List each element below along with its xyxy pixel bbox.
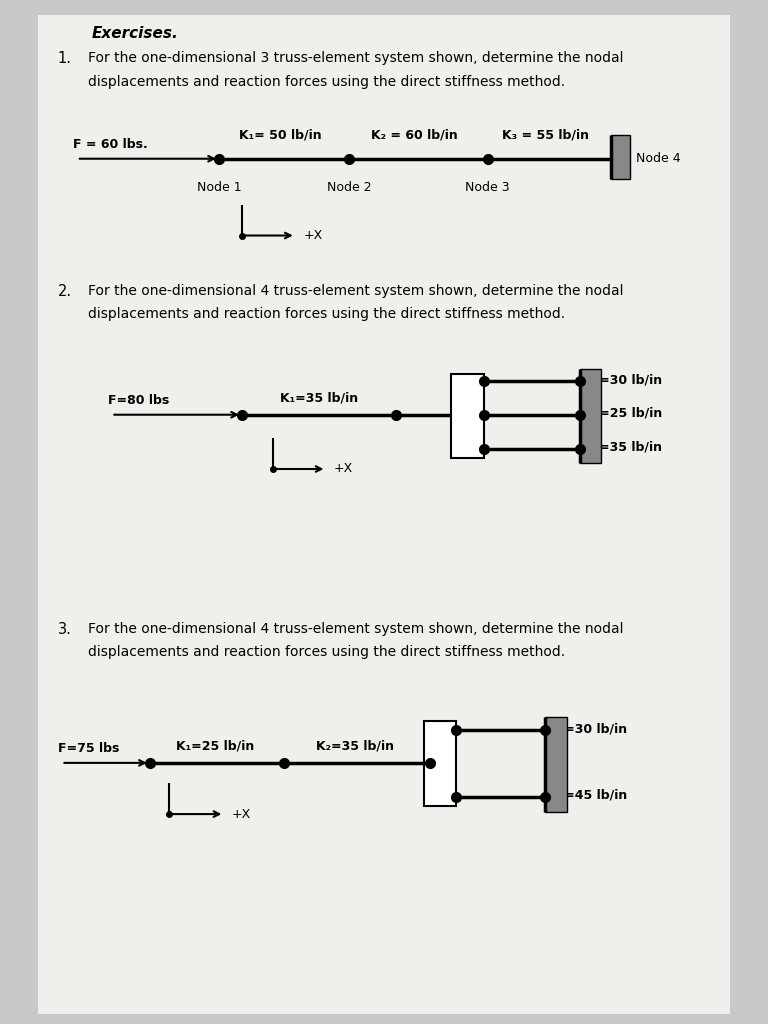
Text: +X: +X [334, 463, 353, 475]
Text: For the one-dimensional 3 truss-element system shown, determine the nodal: For the one-dimensional 3 truss-element … [88, 51, 624, 66]
Text: For the one-dimensional 4 truss-element system shown, determine the nodal: For the one-dimensional 4 truss-element … [88, 622, 624, 636]
Text: K₁=25 lb/in: K₁=25 lb/in [176, 739, 254, 753]
Bar [545, 717, 567, 812]
Bar [424, 721, 456, 806]
Text: F = 60 lbs.: F = 60 lbs. [73, 137, 147, 151]
Text: 3.: 3. [58, 622, 71, 637]
Text: Node 4: Node 4 [636, 153, 680, 165]
Text: +X: +X [303, 229, 323, 242]
Text: 1.: 1. [58, 51, 71, 67]
Text: For the one-dimensional 4 truss-element system shown, determine the nodal: For the one-dimensional 4 truss-element … [88, 284, 624, 298]
Bar [611, 135, 630, 179]
Text: +X: +X [232, 808, 251, 820]
Text: Exercises.: Exercises. [92, 26, 179, 41]
Text: Node 1: Node 1 [197, 181, 241, 195]
Text: K₃=25 lb/in: K₃=25 lb/in [584, 407, 662, 420]
Text: displacements and reaction forces using the direct stiffness method.: displacements and reaction forces using … [88, 75, 565, 89]
Text: displacements and reaction forces using the direct stiffness method.: displacements and reaction forces using … [88, 307, 565, 322]
Text: Node 2: Node 2 [327, 181, 372, 195]
Bar [580, 369, 601, 463]
Text: K₂=35 lb/in: K₂=35 lb/in [316, 739, 394, 753]
Text: F=75 lbs: F=75 lbs [58, 741, 119, 755]
Text: 2.: 2. [58, 284, 71, 299]
Bar [451, 374, 484, 458]
Text: Node 3: Node 3 [465, 181, 510, 195]
Text: K₂ = 60 lb/in: K₂ = 60 lb/in [372, 128, 458, 141]
Text: K₃=45 lb/in: K₃=45 lb/in [549, 788, 627, 802]
Text: K₂=35 lb/in: K₂=35 lb/in [584, 440, 662, 454]
Text: K₁= 50 lb/in: K₁= 50 lb/in [239, 128, 322, 141]
Text: K₃ = 55 lb/in: K₃ = 55 lb/in [502, 128, 589, 141]
Text: K₄=30 lb/in: K₄=30 lb/in [549, 722, 627, 735]
Text: displacements and reaction forces using the direct stiffness method.: displacements and reaction forces using … [88, 645, 565, 659]
Text: F=80 lbs: F=80 lbs [108, 393, 169, 407]
Text: K₁=35 lb/in: K₁=35 lb/in [280, 391, 358, 404]
Text: K₄=30 lb/in: K₄=30 lb/in [584, 373, 662, 386]
